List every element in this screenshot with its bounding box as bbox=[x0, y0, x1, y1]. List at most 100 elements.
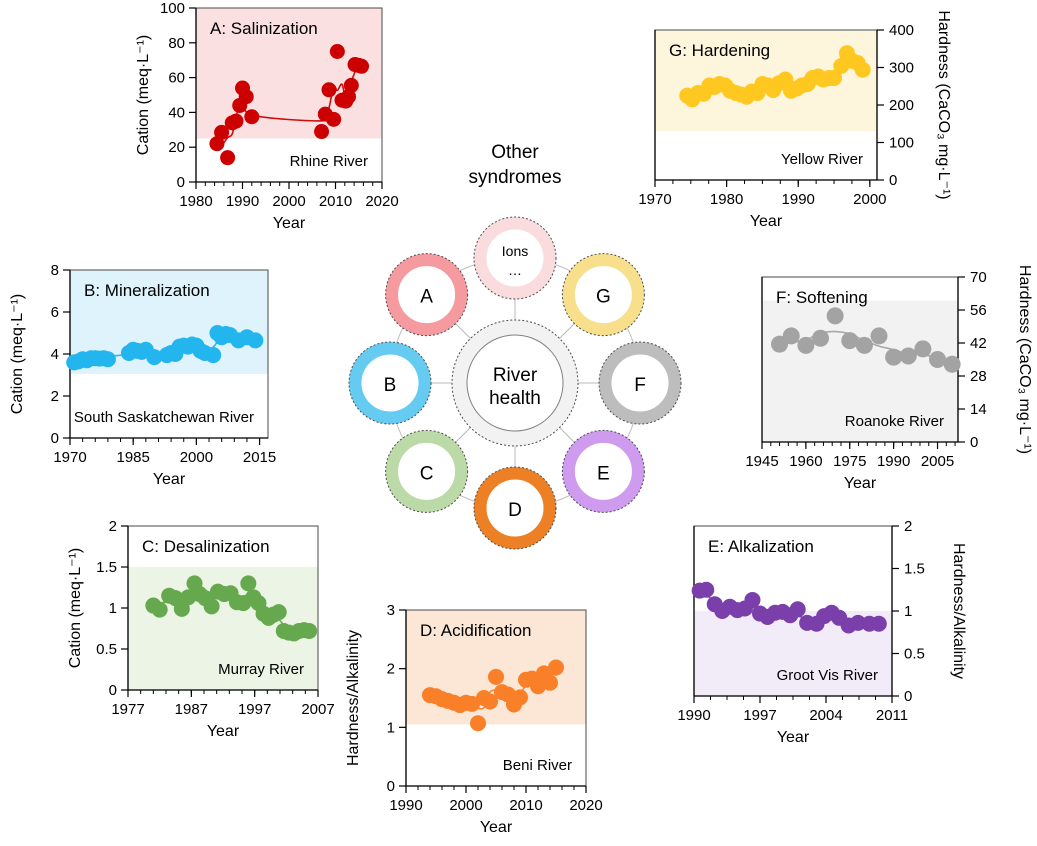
hub-node-label-B: B bbox=[384, 375, 397, 396]
panel-title: F: Softening bbox=[776, 288, 868, 307]
data-point bbox=[530, 678, 546, 695]
y-tick-label: 4 bbox=[51, 346, 59, 363]
data-point bbox=[244, 109, 260, 125]
x-tick-label: 1980 bbox=[710, 191, 743, 208]
y-tick-label: 0 bbox=[51, 430, 59, 447]
x-tick-label: 1990 bbox=[389, 797, 422, 814]
hub-node-label-F: F bbox=[634, 375, 646, 396]
river-label: South Saskatchewan River bbox=[74, 409, 254, 426]
hub-node-B[interactable]: B bbox=[348, 341, 432, 425]
x-tick-label: 1945 bbox=[745, 453, 778, 470]
data-point bbox=[870, 327, 888, 345]
x-axis-title: Year bbox=[153, 471, 186, 488]
x-tick-label: 2004 bbox=[809, 707, 842, 724]
river-label: Beni River bbox=[503, 757, 572, 774]
y-tick-label: 0 bbox=[904, 688, 912, 705]
panel-desalinization: 0 0.5 1 1.5 2 1977 1987 1997 2007 C: Desalinizati… bbox=[67, 508, 338, 740]
data-point bbox=[240, 575, 257, 592]
panel-title: E: Alkalization bbox=[708, 537, 814, 556]
x-tick-label: 2007 bbox=[301, 701, 334, 718]
y-tick-label: 6 bbox=[51, 304, 59, 321]
panel-title: D: Acidification bbox=[420, 621, 532, 640]
data-point bbox=[343, 77, 359, 93]
y-tick-label: 100 bbox=[889, 135, 914, 152]
data-point bbox=[205, 347, 222, 364]
panel-title: G: Hardening bbox=[669, 41, 770, 60]
y-axis-title: Hardness (CaCO₃ mg·L⁻¹) bbox=[935, 10, 952, 199]
chart-C: 0 0.5 1 1.5 2 1977 1987 1997 2007 C: Desalinizati… bbox=[67, 518, 335, 740]
hub-node-label-ellipsis: … bbox=[508, 262, 522, 278]
x-tick-label: 1990 bbox=[877, 453, 910, 470]
data-points-B bbox=[66, 325, 264, 371]
panel-softening: 0 14 28 42 56 70 1945 1960 1975 1990 2005 F: Soften… bbox=[745, 262, 1033, 492]
x-tick-label: 1970 bbox=[638, 191, 671, 208]
data-point bbox=[885, 348, 903, 366]
data-points-C bbox=[145, 575, 318, 642]
river-label: Groot Vis River bbox=[777, 667, 878, 684]
x-tick-label: 1990 bbox=[677, 707, 710, 724]
hub-node-ions[interactable]: Ions … bbox=[473, 216, 557, 300]
data-point bbox=[470, 715, 486, 732]
y-tick-label: 0 bbox=[970, 434, 978, 451]
data-point bbox=[99, 351, 116, 368]
hub-node-label-D: D bbox=[508, 500, 522, 521]
data-point bbox=[228, 113, 244, 129]
y-axis-title: Hardness/Alkalinity bbox=[345, 630, 362, 766]
y-tick-label: 0 bbox=[889, 172, 897, 189]
hub-node-F[interactable]: F bbox=[598, 341, 682, 425]
data-point bbox=[870, 615, 887, 632]
x-tick-label: 1977 bbox=[111, 701, 144, 718]
data-point bbox=[488, 668, 504, 685]
data-point bbox=[899, 347, 917, 365]
x-tick-label: 1975 bbox=[833, 453, 866, 470]
hub-node-label-E: E bbox=[597, 463, 610, 484]
y-tick-label: 0 bbox=[387, 778, 395, 795]
hub-node-D[interactable]: D bbox=[473, 466, 557, 550]
y-tick-label: 3 bbox=[387, 602, 395, 619]
y-axis-title: Hardness (CaCO₃ mg·L⁻¹) bbox=[1016, 265, 1033, 454]
river-label: Murray River bbox=[218, 661, 304, 678]
data-point bbox=[512, 689, 528, 706]
hub-node-C[interactable]: C bbox=[385, 429, 469, 513]
y-tick-label: 60 bbox=[168, 70, 185, 87]
data-point bbox=[146, 349, 163, 366]
data-point bbox=[542, 674, 558, 691]
x-tick-label: 2011 bbox=[876, 707, 908, 724]
data-points-D bbox=[422, 659, 564, 732]
panel-salinization: 0 20 40 60 80 100 1980 1990 2000 2010 2020 A: Salin… bbox=[135, 0, 399, 232]
data-point bbox=[341, 89, 357, 105]
hub-node-G[interactable]: G bbox=[561, 253, 645, 337]
data-point bbox=[329, 44, 345, 59]
data-point bbox=[314, 124, 330, 140]
x-tick-label: 2000 bbox=[449, 797, 482, 814]
y-axis-title: Cation (meq·L⁻¹) bbox=[67, 548, 84, 668]
x-tick-label: 2010 bbox=[509, 797, 542, 814]
y-tick-label: 2 bbox=[387, 661, 395, 678]
y-tick-label: 8 bbox=[51, 262, 59, 279]
data-point bbox=[744, 591, 761, 608]
y-tick-label: 0 bbox=[177, 174, 185, 191]
data-point bbox=[698, 581, 715, 598]
data-point bbox=[214, 124, 230, 140]
hub-node-label-ions: Ions bbox=[502, 243, 528, 259]
data-point bbox=[354, 58, 370, 74]
chart-G: 0 100 200 300 400 1970 1980 1990 2000 G: Hardenin… bbox=[638, 10, 952, 230]
data-point bbox=[151, 601, 168, 618]
x-tick-label: 1985 bbox=[117, 449, 150, 466]
y-tick-label: 1.5 bbox=[96, 559, 117, 576]
hub-node-E[interactable]: E bbox=[561, 429, 645, 513]
x-axis-title: Year bbox=[777, 729, 810, 746]
y-axis-title: Cation (meq·L⁻¹) bbox=[9, 294, 26, 414]
y-tick-label: 100 bbox=[160, 0, 185, 17]
y-tick-label: 1 bbox=[387, 719, 395, 736]
x-tick-label: 2005 bbox=[921, 453, 954, 470]
hub-node-A[interactable]: A bbox=[385, 253, 469, 337]
data-point bbox=[789, 601, 806, 618]
data-points-E bbox=[691, 581, 887, 634]
y-tick-label: 0.5 bbox=[96, 641, 117, 658]
data-point bbox=[914, 340, 932, 358]
data-point bbox=[238, 89, 254, 105]
y-tick-label: 1 bbox=[109, 600, 117, 617]
y-tick-label: 2 bbox=[904, 518, 912, 535]
